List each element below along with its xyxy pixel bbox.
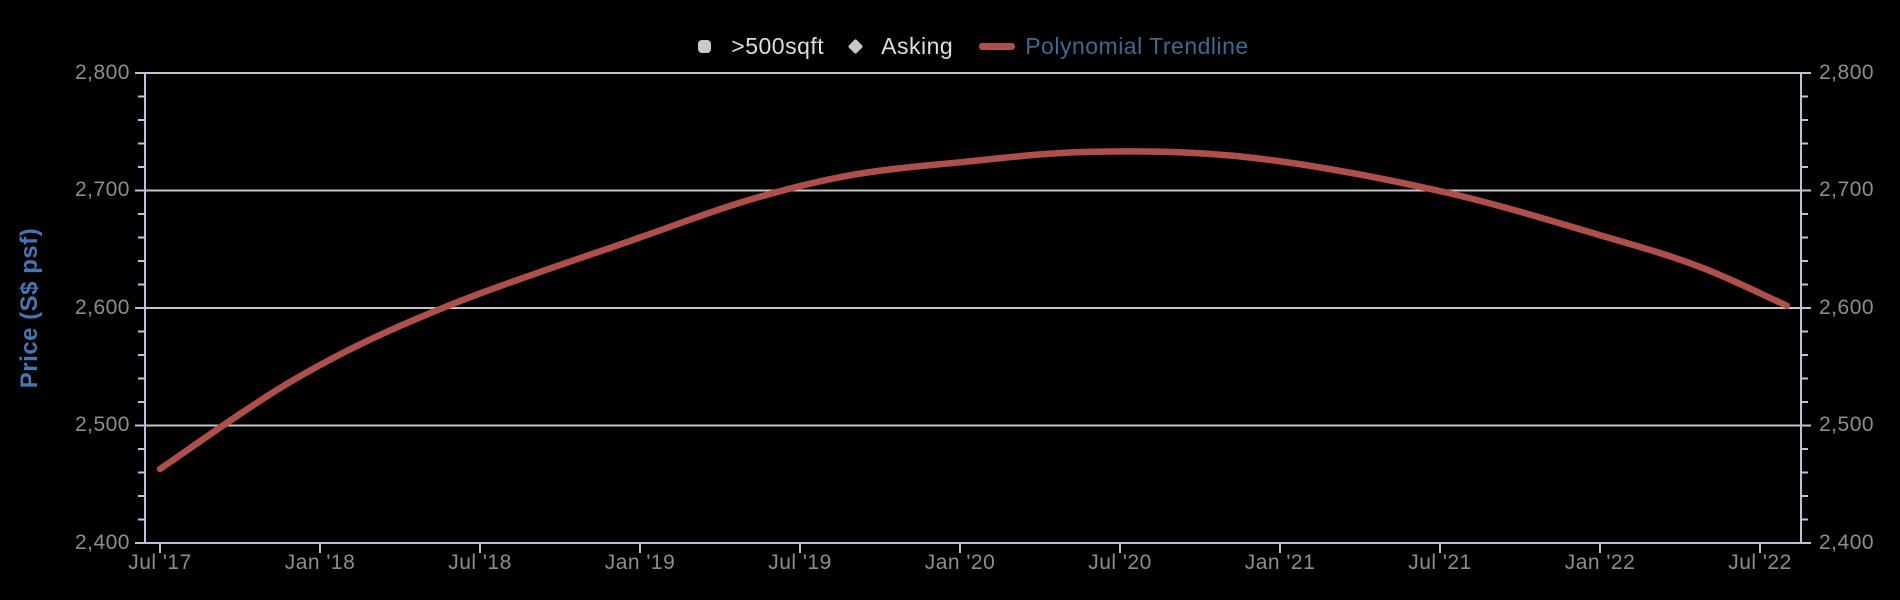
y-tick-label-left: 2,700 (74, 178, 130, 201)
y-tick-label-left: 2,400 (74, 531, 130, 554)
x-tick-label: Jul '22 (1728, 551, 1792, 574)
y-tick-label-left: 2,600 (74, 296, 130, 319)
x-tick-label: Jul '20 (1088, 551, 1152, 574)
legend: >500sqft Asking Polynomial Trendline (145, 28, 1802, 64)
x-tick-label: Jul '21 (1408, 551, 1472, 574)
x-tick-label: Jan '22 (1564, 551, 1636, 574)
axis-ticks (135, 72, 1811, 553)
legend-item-trendline[interactable]: Polynomial Trendline (979, 33, 1249, 60)
x-tick-label: Jul '19 (768, 551, 832, 574)
y-tick-label-left: 2,500 (74, 413, 130, 436)
x-tick-label: Jan '19 (604, 551, 676, 574)
y-tick-label-right: 2,800 (1819, 61, 1875, 84)
trendline-swatch-icon (979, 42, 1016, 50)
y-tick-label-right: 2,600 (1819, 296, 1875, 319)
legend-label-500sqft: >500sqft (731, 32, 825, 59)
legend-label-asking: Asking (881, 32, 954, 59)
legend-item-500sqft[interactable]: >500sqft (698, 33, 824, 60)
x-tick-label: Jan '18 (284, 551, 356, 574)
y-tick-label-right: 2,400 (1819, 531, 1875, 554)
gridlines (145, 72, 1801, 427)
y-tick-label-left: 2,800 (74, 61, 130, 84)
polynomial-trendline-curve (156, 148, 1790, 473)
square-marker-icon (698, 39, 712, 53)
x-tick-label: Jul '17 (128, 551, 192, 574)
y-tick-label-right: 2,700 (1819, 178, 1875, 201)
x-tick-label: Jan '20 (924, 551, 996, 574)
y-tick-label-right: 2,500 (1819, 413, 1875, 436)
x-tick-label: Jan '21 (1244, 551, 1316, 574)
legend-label-trendline: Polynomial Trendline (1025, 32, 1249, 59)
legend-item-asking[interactable]: Asking (847, 32, 954, 60)
diamond-marker-icon (847, 38, 864, 54)
x-tick-label: Jul '18 (448, 551, 512, 574)
